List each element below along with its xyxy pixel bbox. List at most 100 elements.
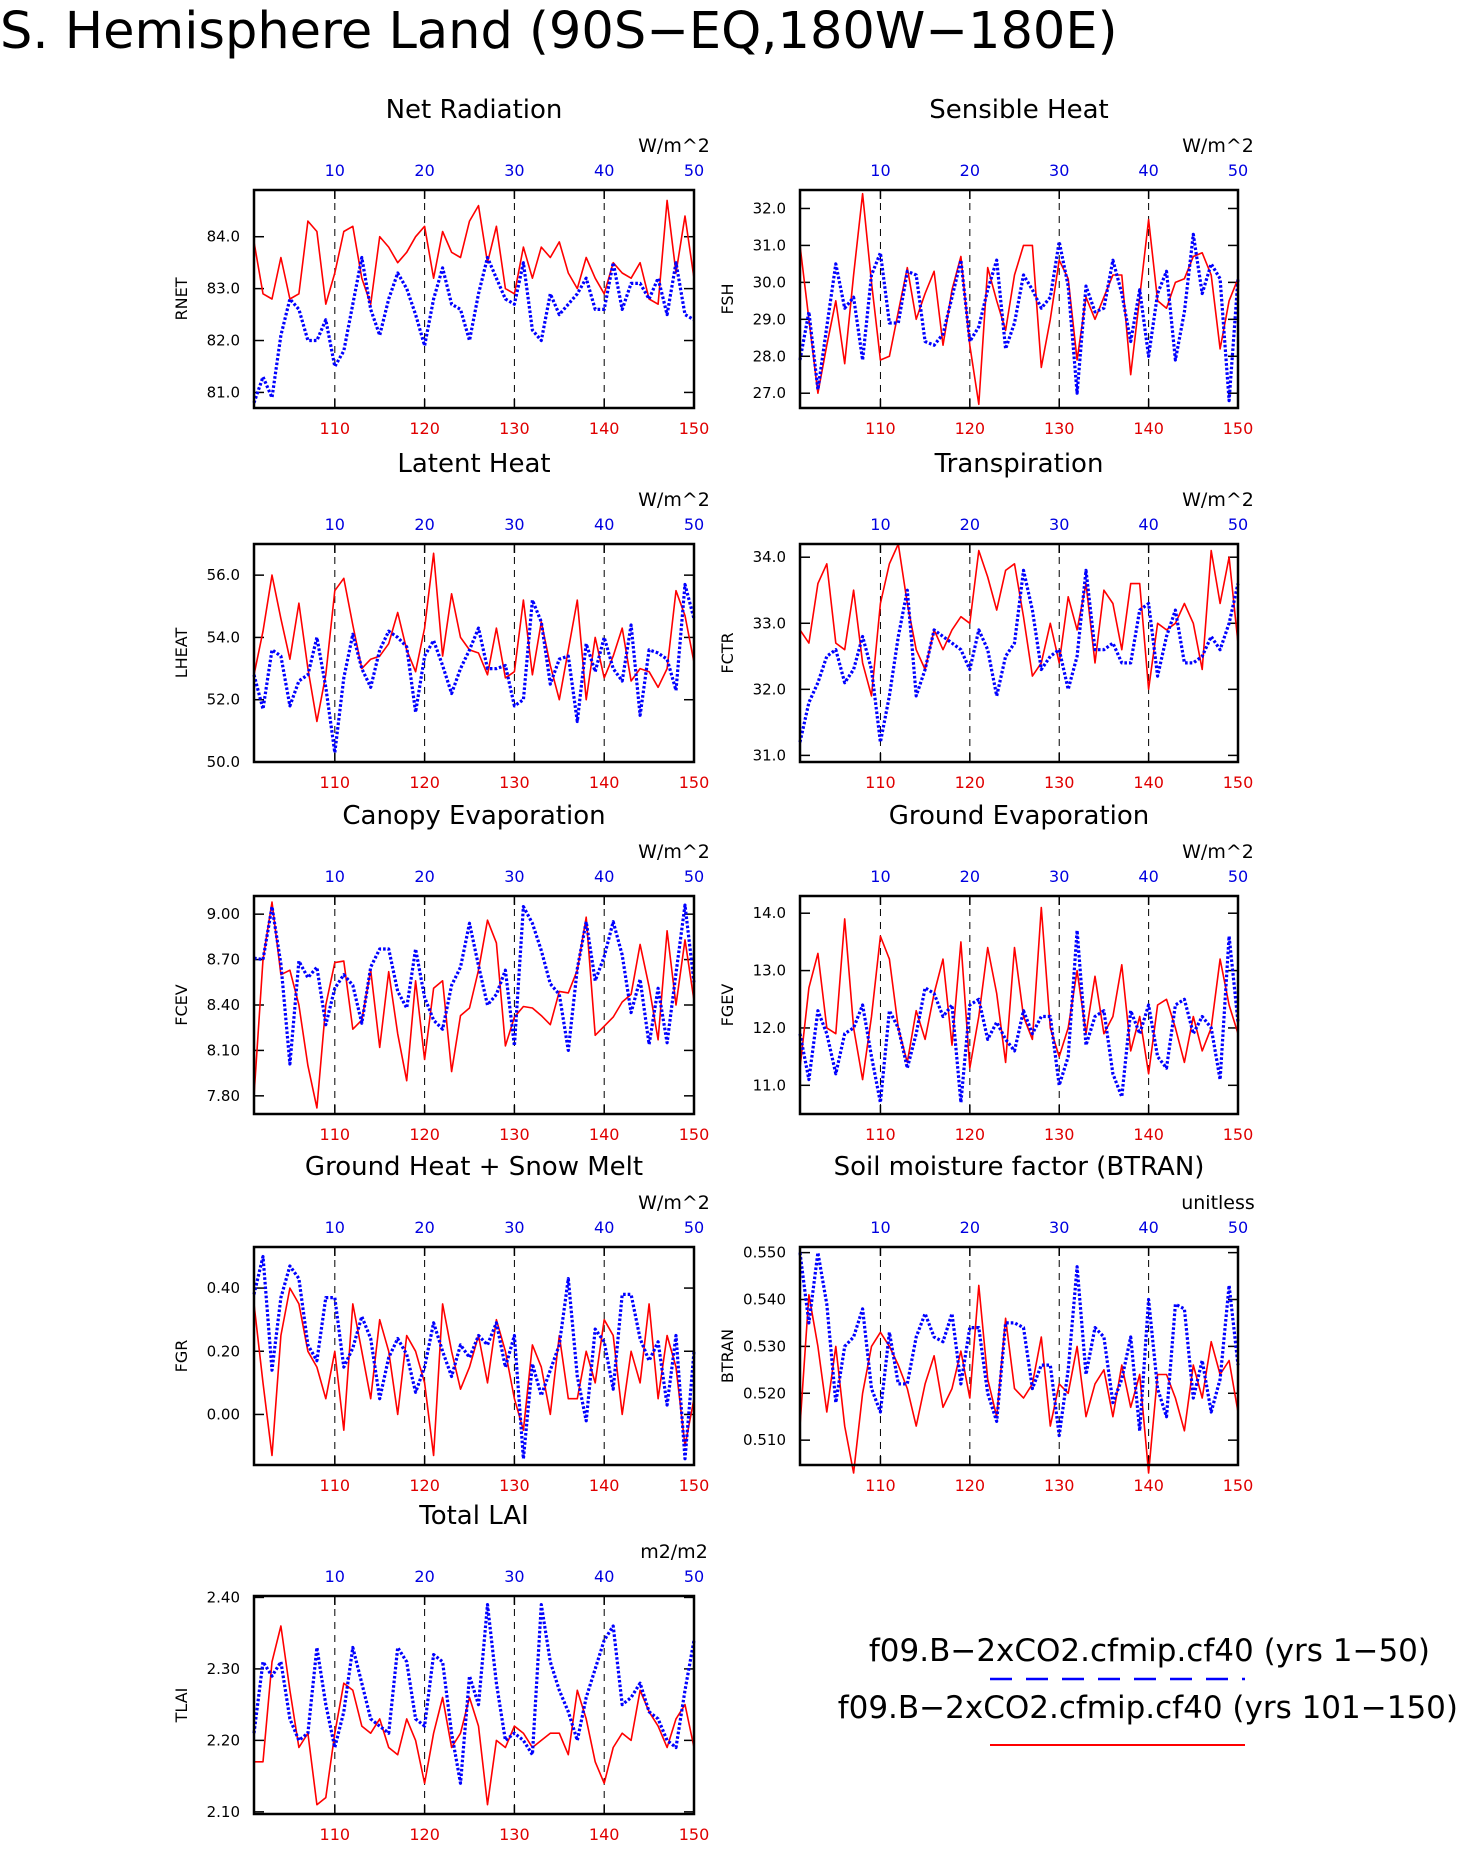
- x-tick-label-top: 40: [1138, 515, 1158, 534]
- x-tick-label-top: 40: [1138, 867, 1158, 886]
- y-tick-label: 50.0: [207, 753, 240, 771]
- y-tick-label: 52.0: [207, 691, 240, 709]
- series-line-blue: [798, 928, 1240, 1105]
- x-tick-label-bottom: 150: [1223, 1476, 1254, 1495]
- x-tick-label-top: 10: [325, 867, 345, 886]
- x-tick-label-top: 50: [684, 515, 704, 534]
- plot-frame: [252, 188, 696, 410]
- chart-panel-fgr: Ground Heat + Snow Melt W/m^2 FGR 110 120 130…: [172, 1152, 710, 1495]
- chart-panel-fgev: Ground Evaporation W/m^2 FGEV 110 120 130 140 1…: [718, 801, 1254, 1144]
- x-tick-label-bottom: 110: [320, 419, 351, 438]
- y-tick-label: 82.0: [207, 332, 240, 350]
- x-tick-label-top: 10: [325, 1218, 345, 1237]
- x-tick-label-top: 20: [960, 161, 980, 180]
- x-tick-label-top: 30: [504, 515, 524, 534]
- x-tick-label-top: 30: [1049, 161, 1069, 180]
- x-tick-label-bottom: 130: [1044, 1125, 1075, 1144]
- x-tick-label-bottom: 150: [679, 773, 710, 792]
- chart-panel-tlai: Total LAI m2/m2 TLAI 110 120 130 140 150 10 20 30 4…: [172, 1501, 709, 1844]
- panel-title: Total LAI: [418, 1501, 529, 1531]
- y-axis-label: FCEV: [172, 984, 191, 1025]
- y-tick-label: 30.0: [753, 273, 786, 291]
- x-tick-label-bottom: 110: [865, 773, 896, 792]
- y-tick-label: 2.40: [207, 1588, 240, 1606]
- x-tick-label-top: 20: [414, 1218, 434, 1237]
- plot-frame: [798, 188, 1240, 410]
- y-axis-label: LHEAT: [172, 628, 191, 679]
- x-tick-label-top: 50: [1228, 515, 1248, 534]
- series-line-red: [799, 192, 1239, 406]
- x-tick-label-bottom: 130: [499, 773, 530, 792]
- x-tick-label-bottom: 120: [955, 773, 986, 792]
- y-tick-label: 81.0: [207, 383, 240, 401]
- plot-frame: [252, 1245, 696, 1467]
- y-tick-label: 0.510: [743, 1431, 786, 1449]
- x-tick-label-top: 40: [1138, 1218, 1158, 1237]
- legend: f09.B−2xCO2.cfmip.cf40 (yrs 1−50) f09.B−…: [838, 1633, 1458, 1746]
- plot-frame: [252, 542, 696, 764]
- x-tick-label-bottom: 110: [865, 419, 896, 438]
- plot-frame: [798, 542, 1240, 764]
- x-tick-label-top: 30: [504, 1218, 524, 1237]
- x-tick-label-top: 20: [960, 515, 980, 534]
- y-axis-label: FSH: [718, 283, 737, 314]
- plot-frame: [798, 894, 1240, 1116]
- x-tick-label-top: 30: [1049, 515, 1069, 534]
- y-axis-label: FGEV: [718, 984, 737, 1027]
- y-tick-label: 34.0: [753, 548, 786, 566]
- chart-panel-rnet: Net Radiation W/m^2 RNET 110 120 130 140 150 10 2…: [172, 95, 710, 438]
- units-label: W/m^2: [638, 135, 710, 157]
- units-label: W/m^2: [638, 841, 710, 863]
- plot-frame: [252, 894, 696, 1116]
- legend-label-blue: f09.B−2xCO2.cfmip.cf40 (yrs 1−50): [869, 1633, 1430, 1669]
- x-tick-label-top: 40: [594, 1218, 614, 1237]
- x-tick-label-top: 10: [870, 515, 890, 534]
- x-tick-label-top: 40: [594, 1567, 614, 1586]
- y-tick-label: 83.0: [207, 280, 240, 298]
- units-label: W/m^2: [1182, 489, 1254, 511]
- series-line-red: [253, 901, 695, 1109]
- y-tick-label: 2.20: [207, 1731, 240, 1749]
- x-tick-label-top: 30: [504, 1567, 524, 1586]
- panel-title: Latent Heat: [397, 449, 550, 479]
- y-tick-label: 32.0: [753, 680, 786, 698]
- x-tick-label-bottom: 110: [320, 1825, 351, 1844]
- y-tick-label: 0.00: [207, 1405, 240, 1423]
- units-label: W/m^2: [638, 1192, 710, 1214]
- series-line-red: [799, 543, 1239, 697]
- y-axis-label: RNET: [172, 277, 191, 320]
- x-tick-label-bottom: 110: [865, 1476, 896, 1495]
- y-tick-label: 7.80: [207, 1087, 240, 1105]
- y-tick-label: 56.0: [207, 566, 240, 584]
- x-tick-label-top: 20: [414, 161, 434, 180]
- y-tick-label: 0.540: [743, 1291, 786, 1309]
- legend-label-red: f09.B−2xCO2.cfmip.cf40 (yrs 101−150): [838, 1690, 1458, 1726]
- x-tick-label-bottom: 150: [679, 419, 710, 438]
- x-tick-label-top: 20: [960, 1218, 980, 1237]
- x-tick-label-bottom: 130: [1044, 1476, 1075, 1495]
- y-tick-label: 31.0: [753, 236, 786, 254]
- panel-title: Ground Heat + Snow Melt: [305, 1152, 643, 1182]
- x-tick-label-top: 50: [1228, 867, 1248, 886]
- series-line-blue: [252, 582, 696, 755]
- x-tick-label-top: 20: [414, 867, 434, 886]
- units-label: W/m^2: [1182, 841, 1254, 863]
- y-axis-label: BTRAN: [718, 1329, 737, 1383]
- x-tick-label-bottom: 120: [955, 419, 986, 438]
- x-tick-label-top: 50: [1228, 161, 1248, 180]
- series-line-red: [253, 1287, 695, 1457]
- x-tick-label-bottom: 110: [320, 1476, 351, 1495]
- panel-title: Soil moisture factor (BTRAN): [834, 1152, 1205, 1182]
- x-tick-label-top: 50: [684, 161, 704, 180]
- y-tick-label: 8.70: [207, 951, 240, 969]
- x-tick-label-bottom: 120: [409, 1825, 440, 1844]
- y-tick-label: 11.0: [753, 1076, 786, 1094]
- x-tick-label-bottom: 120: [955, 1125, 986, 1144]
- x-tick-label-bottom: 140: [589, 1125, 620, 1144]
- series-line-red: [799, 906, 1239, 1081]
- x-tick-label-top: 50: [684, 1567, 704, 1586]
- y-tick-label: 0.530: [743, 1337, 786, 1355]
- chart-panel-fsh: Sensible Heat W/m^2 FSH 110 120 130 140 150 10 20…: [718, 95, 1254, 438]
- x-tick-label-bottom: 140: [589, 773, 620, 792]
- x-tick-label-top: 10: [325, 161, 345, 180]
